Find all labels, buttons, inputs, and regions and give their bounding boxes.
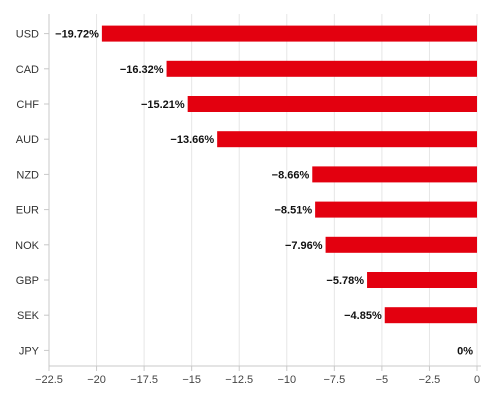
category-label-sek: SEK (17, 310, 40, 322)
bars (101, 25, 478, 324)
data-label-cad: −16.32% (120, 64, 164, 76)
bar-eur (315, 201, 477, 218)
x-tick-label: −7.5 (323, 374, 345, 386)
bar-sek (384, 307, 477, 324)
axes (44, 14, 481, 371)
category-label-jpy: JPY (19, 345, 40, 357)
bar-nok (325, 236, 477, 253)
category-label-chf: CHF (16, 99, 39, 111)
data-label-usd: −19.72% (55, 29, 99, 41)
data-label-eur: −8.51% (274, 205, 312, 217)
x-tick-label: 0 (474, 374, 480, 386)
x-tick-label: −10 (277, 374, 296, 386)
x-tick-label: −12.5 (225, 374, 253, 386)
bar-chf (187, 96, 477, 112)
x-tick-label: −15 (182, 374, 201, 386)
labels: −22.5 −20 −17.5 −15 −12.5 −10 −7.5 −5 −2.5 0 USD −1… (15, 29, 480, 386)
category-label-eur: EUR (16, 205, 39, 217)
bar-usd (101, 25, 477, 42)
category-label-gbp: GBP (16, 275, 39, 287)
category-label-nok: NOK (15, 240, 40, 252)
bar-gbp (367, 272, 477, 288)
data-label-sek: −4.85% (344, 310, 382, 322)
bar-cad (166, 60, 478, 77)
data-label-jpy: 0% (457, 345, 473, 357)
category-label-cad: CAD (16, 64, 39, 76)
category-label-nzd: NZD (16, 169, 39, 181)
category-label-usd: USD (16, 29, 39, 41)
data-label-nok: −7.96% (285, 240, 323, 252)
data-label-gbp: −5.78% (326, 275, 364, 287)
x-tick-label: −5 (376, 374, 389, 386)
category-label-aud: AUD (16, 134, 39, 146)
data-label-aud: −13.66% (170, 134, 214, 146)
bar-aud (217, 131, 478, 148)
x-tick-label: −22.5 (35, 374, 63, 386)
x-tick-label: −17.5 (130, 374, 158, 386)
bar-nzd (312, 166, 477, 183)
data-label-chf: −15.21% (141, 99, 185, 111)
x-tick-label: −20 (87, 374, 106, 386)
data-label-nzd: −8.66% (272, 169, 310, 181)
x-tick-label: −2.5 (419, 374, 441, 386)
